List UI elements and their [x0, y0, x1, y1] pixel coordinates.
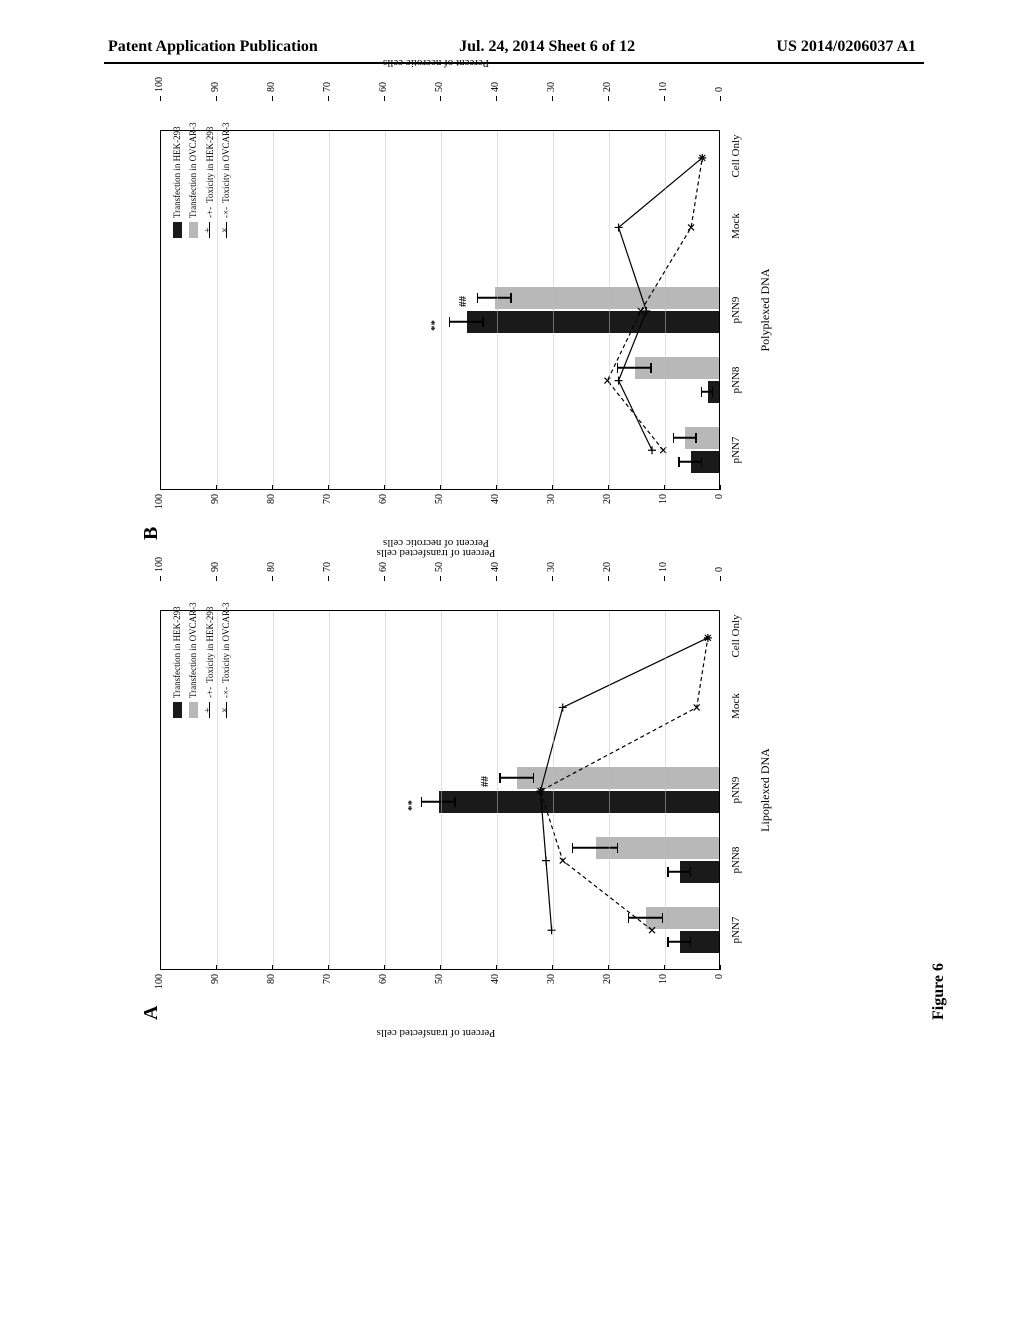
legend-a: Transfection in HEK-293 Transfection in … [170, 580, 236, 718]
significance-marker: ## [457, 296, 469, 307]
bars-b: ** ## [161, 131, 719, 489]
bar [439, 791, 719, 813]
legend-bar2: Transfection in OVCAR-3 [186, 580, 200, 718]
legend-line1-b: -+-Toxicity in HEK-293 [203, 100, 217, 238]
legend-line2-b: -×-Toxicity in OVCAR-3 [219, 100, 233, 238]
bar [467, 311, 719, 333]
bar [517, 767, 719, 789]
legend-bar2-b: Transfection in OVCAR-3 [186, 100, 200, 238]
figure-caption: Figure 6 [930, 963, 948, 1020]
category-label: Cell Only [730, 606, 742, 666]
header-right: US 2014/0206037 A1 [776, 38, 916, 56]
category-label: Cell Only [730, 126, 742, 186]
ylabel-left-a: Percent of transfected cells [351, 1027, 521, 1039]
bars-a: ** ## [161, 611, 719, 969]
panel-a: A Percent of transfected cells Percent o… [140, 580, 900, 1020]
yaxis-left-a: 0102030405060708090100 [160, 970, 720, 1010]
panel-b: B Percent of transfected cells Percent o… [140, 100, 900, 540]
chart-a: ** ## [160, 610, 720, 970]
chart-b: ** ## [160, 130, 720, 490]
category-label: Mock [730, 676, 742, 736]
significance-marker: ** [406, 800, 418, 811]
figure-6: A Percent of transfected cells Percent o… [140, 170, 900, 1110]
xlabel-b: Polyplexed DNA [758, 130, 773, 490]
bar [495, 287, 719, 309]
category-label: pNN8 [730, 830, 742, 890]
legend-line2: -×-Toxicity in OVCAR-3 [219, 580, 233, 718]
figure-rotated: A Percent of transfected cells Percent o… [140, 80, 900, 1020]
legend-bar1-b: Transfection in HEK-293 [170, 100, 184, 238]
category-label: pNN9 [730, 280, 742, 340]
page-header: Patent Application Publication Jul. 24, … [0, 38, 1024, 56]
legend-bar1: Transfection in HEK-293 [170, 580, 184, 718]
header-left: Patent Application Publication [108, 38, 318, 56]
significance-marker: ** [429, 320, 441, 331]
significance-marker: ## [479, 776, 491, 787]
xlabel-a: Lipoplexed DNA [758, 610, 773, 970]
page: Patent Application Publication Jul. 24, … [0, 0, 1024, 1320]
header-center: Jul. 24, 2014 Sheet 6 of 12 [459, 38, 635, 56]
legend-line1: -+-Toxicity in HEK-293 [203, 580, 217, 718]
yaxis-left-b: 0102030405060708090100 [160, 490, 720, 530]
category-label: pNN8 [730, 350, 742, 410]
category-label: Mock [730, 196, 742, 256]
legend-b: Transfection in HEK-293 Transfection in … [170, 100, 236, 238]
yaxis-right-b: 0102030405060708090100 [160, 56, 720, 96]
ylabel-left-b: Percent of transfected cells [351, 547, 521, 559]
category-label: pNN9 [730, 760, 742, 820]
category-label: pNN7 [730, 900, 742, 960]
category-label: pNN7 [730, 420, 742, 480]
